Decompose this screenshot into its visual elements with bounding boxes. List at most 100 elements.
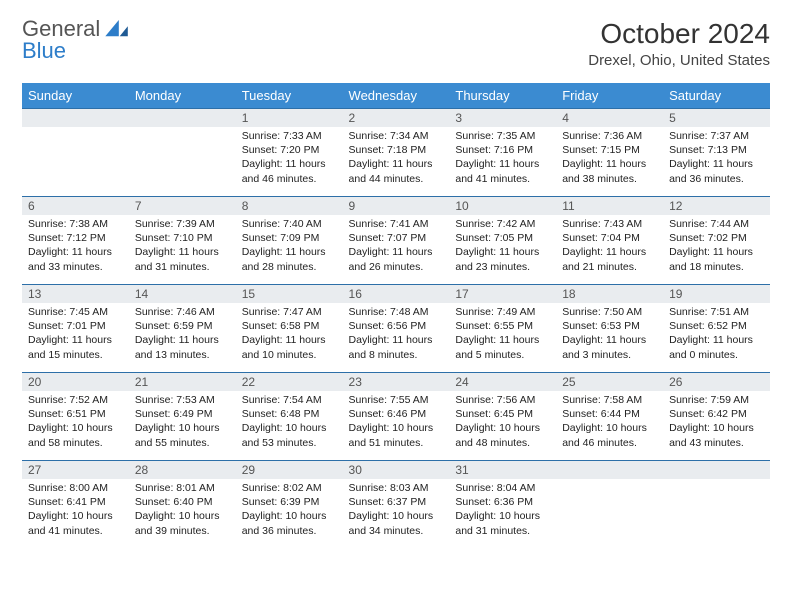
sunset-text: Sunset: 7:05 PM xyxy=(455,231,550,245)
daylight-text: Daylight: 11 hours and 28 minutes. xyxy=(242,245,337,273)
weekday-header: Tuesday xyxy=(236,83,343,109)
day-number: 28 xyxy=(129,461,236,479)
calendar-week: 13Sunrise: 7:45 AMSunset: 7:01 PMDayligh… xyxy=(22,285,770,373)
sunset-text: Sunset: 7:02 PM xyxy=(669,231,764,245)
sunrise-text: Sunrise: 7:33 AM xyxy=(242,129,337,143)
day-number: 10 xyxy=(449,197,556,215)
calendar-day-cell: 23Sunrise: 7:55 AMSunset: 6:46 PMDayligh… xyxy=(343,373,450,461)
calendar-day-cell: 12Sunrise: 7:44 AMSunset: 7:02 PMDayligh… xyxy=(663,197,770,285)
calendar-day-cell: 24Sunrise: 7:56 AMSunset: 6:45 PMDayligh… xyxy=(449,373,556,461)
day-details: Sunrise: 8:01 AMSunset: 6:40 PMDaylight:… xyxy=(129,479,236,542)
weekday-header: Saturday xyxy=(663,83,770,109)
brand-part2: Blue xyxy=(22,38,66,63)
calendar-day-cell: 17Sunrise: 7:49 AMSunset: 6:55 PMDayligh… xyxy=(449,285,556,373)
empty-day-strip xyxy=(129,109,236,127)
sunset-text: Sunset: 7:01 PM xyxy=(28,319,123,333)
daylight-text: Daylight: 11 hours and 18 minutes. xyxy=(669,245,764,273)
day-number: 2 xyxy=(343,109,450,127)
calendar-day-cell: 15Sunrise: 7:47 AMSunset: 6:58 PMDayligh… xyxy=(236,285,343,373)
sunrise-text: Sunrise: 7:52 AM xyxy=(28,393,123,407)
sunrise-text: Sunrise: 8:04 AM xyxy=(455,481,550,495)
empty-day-strip xyxy=(22,109,129,127)
day-number: 8 xyxy=(236,197,343,215)
calendar-day-cell: 2Sunrise: 7:34 AMSunset: 7:18 PMDaylight… xyxy=(343,109,450,197)
daylight-text: Daylight: 11 hours and 23 minutes. xyxy=(455,245,550,273)
calendar-empty-cell xyxy=(663,461,770,549)
day-details: Sunrise: 7:41 AMSunset: 7:07 PMDaylight:… xyxy=(343,215,450,278)
day-details: Sunrise: 8:02 AMSunset: 6:39 PMDaylight:… xyxy=(236,479,343,542)
daylight-text: Daylight: 11 hours and 8 minutes. xyxy=(349,333,444,361)
day-number: 15 xyxy=(236,285,343,303)
sunrise-text: Sunrise: 7:47 AM xyxy=(242,305,337,319)
weekday-header: Friday xyxy=(556,83,663,109)
daylight-text: Daylight: 11 hours and 3 minutes. xyxy=(562,333,657,361)
sunrise-text: Sunrise: 7:54 AM xyxy=(242,393,337,407)
sunset-text: Sunset: 7:18 PM xyxy=(349,143,444,157)
sunrise-text: Sunrise: 7:48 AM xyxy=(349,305,444,319)
calendar-day-cell: 4Sunrise: 7:36 AMSunset: 7:15 PMDaylight… xyxy=(556,109,663,197)
calendar-day-cell: 7Sunrise: 7:39 AMSunset: 7:10 PMDaylight… xyxy=(129,197,236,285)
day-number: 4 xyxy=(556,109,663,127)
day-number: 27 xyxy=(22,461,129,479)
day-number: 29 xyxy=(236,461,343,479)
header: GeneralBlue October 2024 Drexel, Ohio, U… xyxy=(22,18,770,69)
day-details: Sunrise: 7:37 AMSunset: 7:13 PMDaylight:… xyxy=(663,127,770,190)
daylight-text: Daylight: 11 hours and 26 minutes. xyxy=(349,245,444,273)
empty-day-strip xyxy=(556,461,663,479)
day-number: 19 xyxy=(663,285,770,303)
calendar-day-cell: 3Sunrise: 7:35 AMSunset: 7:16 PMDaylight… xyxy=(449,109,556,197)
day-number: 11 xyxy=(556,197,663,215)
sunrise-text: Sunrise: 7:36 AM xyxy=(562,129,657,143)
month-title: October 2024 xyxy=(588,18,770,50)
sunset-text: Sunset: 6:51 PM xyxy=(28,407,123,421)
daylight-text: Daylight: 10 hours and 48 minutes. xyxy=(455,421,550,449)
day-number: 5 xyxy=(663,109,770,127)
day-details: Sunrise: 7:45 AMSunset: 7:01 PMDaylight:… xyxy=(22,303,129,366)
brand-logo: GeneralBlue xyxy=(22,18,130,62)
calendar-day-cell: 21Sunrise: 7:53 AMSunset: 6:49 PMDayligh… xyxy=(129,373,236,461)
sunset-text: Sunset: 6:37 PM xyxy=(349,495,444,509)
sunset-text: Sunset: 6:46 PM xyxy=(349,407,444,421)
sunset-text: Sunset: 6:56 PM xyxy=(349,319,444,333)
day-number: 30 xyxy=(343,461,450,479)
sunrise-text: Sunrise: 7:50 AM xyxy=(562,305,657,319)
day-number: 24 xyxy=(449,373,556,391)
day-number: 18 xyxy=(556,285,663,303)
brand-sail-icon xyxy=(102,18,130,40)
daylight-text: Daylight: 11 hours and 38 minutes. xyxy=(562,157,657,185)
sunset-text: Sunset: 7:20 PM xyxy=(242,143,337,157)
calendar-day-cell: 29Sunrise: 8:02 AMSunset: 6:39 PMDayligh… xyxy=(236,461,343,549)
empty-day-strip xyxy=(663,461,770,479)
calendar-day-cell: 14Sunrise: 7:46 AMSunset: 6:59 PMDayligh… xyxy=(129,285,236,373)
day-details: Sunrise: 7:47 AMSunset: 6:58 PMDaylight:… xyxy=(236,303,343,366)
sunset-text: Sunset: 7:07 PM xyxy=(349,231,444,245)
calendar-day-cell: 11Sunrise: 7:43 AMSunset: 7:04 PMDayligh… xyxy=(556,197,663,285)
weekday-header: Sunday xyxy=(22,83,129,109)
calendar-day-cell: 20Sunrise: 7:52 AMSunset: 6:51 PMDayligh… xyxy=(22,373,129,461)
sunset-text: Sunset: 6:45 PM xyxy=(455,407,550,421)
calendar-body: 1Sunrise: 7:33 AMSunset: 7:20 PMDaylight… xyxy=(22,109,770,549)
sunset-text: Sunset: 6:39 PM xyxy=(242,495,337,509)
calendar-day-cell: 10Sunrise: 7:42 AMSunset: 7:05 PMDayligh… xyxy=(449,197,556,285)
day-number: 23 xyxy=(343,373,450,391)
daylight-text: Daylight: 10 hours and 34 minutes. xyxy=(349,509,444,537)
calendar-week: 6Sunrise: 7:38 AMSunset: 7:12 PMDaylight… xyxy=(22,197,770,285)
day-number: 20 xyxy=(22,373,129,391)
day-number: 3 xyxy=(449,109,556,127)
day-number: 9 xyxy=(343,197,450,215)
sunrise-text: Sunrise: 8:01 AM xyxy=(135,481,230,495)
calendar-day-cell: 28Sunrise: 8:01 AMSunset: 6:40 PMDayligh… xyxy=(129,461,236,549)
daylight-text: Daylight: 10 hours and 31 minutes. xyxy=(455,509,550,537)
daylight-text: Daylight: 11 hours and 31 minutes. xyxy=(135,245,230,273)
sunset-text: Sunset: 6:52 PM xyxy=(669,319,764,333)
calendar-day-cell: 16Sunrise: 7:48 AMSunset: 6:56 PMDayligh… xyxy=(343,285,450,373)
sunrise-text: Sunrise: 7:41 AM xyxy=(349,217,444,231)
daylight-text: Daylight: 10 hours and 55 minutes. xyxy=(135,421,230,449)
day-details: Sunrise: 8:03 AMSunset: 6:37 PMDaylight:… xyxy=(343,479,450,542)
daylight-text: Daylight: 10 hours and 39 minutes. xyxy=(135,509,230,537)
sunrise-text: Sunrise: 7:37 AM xyxy=(669,129,764,143)
calendar-day-cell: 27Sunrise: 8:00 AMSunset: 6:41 PMDayligh… xyxy=(22,461,129,549)
sunset-text: Sunset: 6:59 PM xyxy=(135,319,230,333)
calendar-day-cell: 1Sunrise: 7:33 AMSunset: 7:20 PMDaylight… xyxy=(236,109,343,197)
sunrise-text: Sunrise: 7:40 AM xyxy=(242,217,337,231)
